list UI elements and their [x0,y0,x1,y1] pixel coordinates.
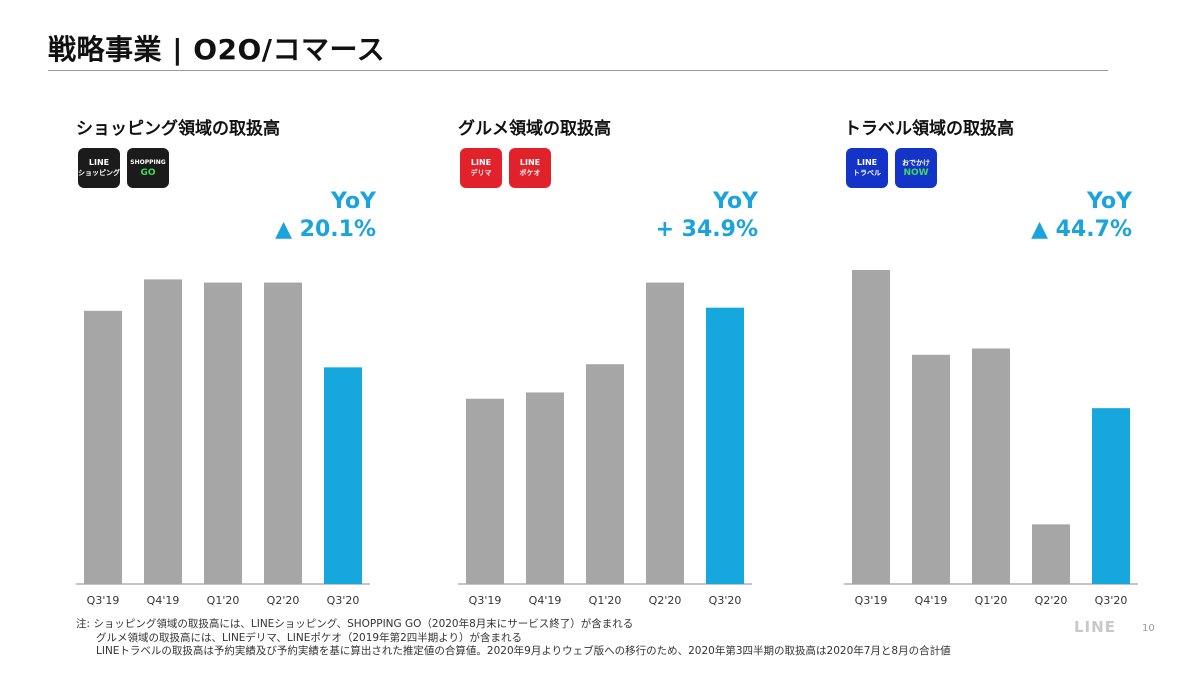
page-title: 戦略事業 | O2O/コマース [48,33,386,66]
footnote-line: LINEトラベルの取扱高は予約実績及び予約実績を基に算出された推定値の合算値。2… [96,645,951,657]
x-tick-label: Q1'20 [975,594,1008,607]
yoy-label: YoY [1087,189,1132,214]
x-tick-label: Q3'20 [709,594,742,607]
icon-label-top: おでかけ [902,159,930,167]
icon-label-top: LINE [470,158,492,167]
icon-label-top: LINE [88,158,110,167]
icon-label-bottom: NOW [903,168,929,178]
yoy-value: ▲ 44.7% [1031,217,1132,242]
line-logo: LINE [1074,618,1116,636]
x-tick-label: Q4'19 [147,594,180,607]
gourmet-bar-chart: Q3'19 Q4'19 Q1'20 Q2'20 Q3'20 [458,282,752,607]
icon-label-top: LINE [519,158,541,167]
yoy-label: YoY [713,189,758,214]
x-tick-label: Q2'20 [267,594,300,607]
bar-Q2'20 [646,282,684,584]
shopping-panel: ショッピング領域の取扱高 LINE ショッピング SHOPPING GO YoY… [76,100,446,620]
icon-label-bottom: デリマ [470,169,492,177]
x-tick-label: Q1'20 [207,594,240,607]
yoy-block: YoY + 34.9% [598,188,758,244]
panel-title: グルメ領域の取扱高 [458,119,611,139]
x-tick-label: Q1'20 [589,594,622,607]
bar-Q2'20 [264,282,302,584]
bar-Q4'19 [912,354,950,584]
title-divider [48,70,1108,71]
shopping-bar-chart: Q3'19 Q4'19 Q1'20 Q2'20 Q3'20 [76,279,370,607]
bar-Q3'19 [84,310,122,584]
bar-Q4'19 [526,392,564,584]
line-pococo-icon: LINE ポケオ [509,148,551,188]
panel-title: トラベル領域の取扱高 [844,119,1014,139]
icon-label-bottom: トラベル [853,169,881,177]
x-tick-label: Q3'19 [469,594,502,607]
shopping-go-icon: SHOPPING GO [127,148,169,188]
x-tick-label: Q3'20 [1095,594,1128,607]
yoy-value: ▲ 20.1% [275,217,376,242]
bar-Q1'20 [972,348,1010,584]
x-tick-label: Q4'19 [915,594,948,607]
x-tick-label: Q2'20 [649,594,682,607]
x-tick-label: Q4'19 [529,594,562,607]
icon-label-bottom: ポケオ [519,169,541,177]
x-tick-label: Q2'20 [1035,594,1068,607]
footnote-line: 注: ショッピング領域の取扱高には、LINEショッピング、SHOPPING GO… [76,618,634,630]
gourmet-panel: グルメ領域の取扱高 LINE デリマ LINE ポケオ YoY + 34.9% … [458,100,828,620]
bar-Q4'19 [144,279,182,584]
bar-Q3'20 [1092,408,1130,584]
line-delima-icon: LINE デリマ [460,148,502,188]
yoy-label: YoY [331,189,376,214]
travel-bar-chart: Q3'19 Q4'19 Q1'20 Q2'20 Q3'20 [844,270,1138,607]
bar-Q3'20 [706,307,744,584]
bar-Q3'20 [324,367,362,584]
travel-panel: トラベル領域の取扱高 LINE トラベル おでかけ NOW YoY ▲ 44.7… [844,100,1200,620]
bar-Q1'20 [586,364,624,584]
icon-label-top: SHOPPING [130,159,166,166]
x-tick-label: Q3'19 [855,594,888,607]
page-number: 10 [1142,623,1155,634]
bar-Q1'20 [204,282,242,584]
odekake-now-icon: おでかけ NOW [895,148,937,188]
footnote-line: グルメ領域の取扱高には、LINEデリマ、LINEポケオ（2019年第2四半期より… [96,631,523,644]
line-travel-icon: LINE トラベル [846,148,888,188]
line-shopping-icon: LINE ショッピング [78,148,120,188]
x-tick-label: Q3'20 [327,594,360,607]
bar-Q2'20 [1032,524,1070,584]
bar-Q3'19 [852,270,890,584]
x-tick-label: Q3'19 [87,594,120,607]
yoy-block: YoY ▲ 44.7% [972,188,1132,244]
yoy-block: YoY ▲ 20.1% [216,188,376,244]
footnotes: 注: ショッピング領域の取扱高には、LINEショッピング、SHOPPING GO… [76,618,1136,659]
icon-label-bottom: ショッピング [78,169,120,177]
icon-label-bottom: GO [140,168,156,178]
icon-label-top: LINE [856,158,878,167]
panel-title: ショッピング領域の取扱高 [76,119,280,139]
yoy-value: + 34.9% [655,217,758,242]
bar-Q3'19 [466,398,504,584]
